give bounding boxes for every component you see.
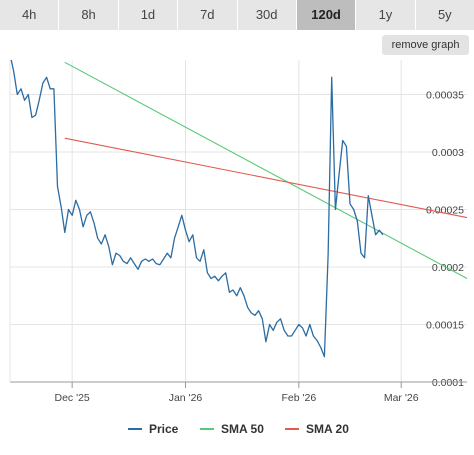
legend-item-sma20[interactable]: SMA 20 (285, 418, 349, 440)
legend-label-sma20: SMA 20 (306, 422, 349, 436)
x-tick-label: Dec '25 (55, 392, 90, 404)
price-chart: 0.00010.000150.00020.000250.00030.00035D… (9, 60, 468, 404)
legend-swatch-sma50 (200, 428, 214, 430)
tab-8h[interactable]: 8h (59, 0, 119, 30)
tab-1y[interactable]: 1y (356, 0, 416, 30)
y-tick-label: 0.00025 (426, 205, 464, 217)
legend-swatch-sma20 (285, 428, 299, 430)
legend-item-price[interactable]: Price (128, 418, 178, 440)
x-tick-label: Feb '26 (281, 392, 316, 404)
tab-7d[interactable]: 7d (178, 0, 238, 30)
y-tick-label: 0.0003 (432, 147, 464, 159)
tab-120d[interactable]: 120d (296, 0, 357, 30)
tab-4h[interactable]: 4h (0, 0, 60, 30)
series-line-price (10, 60, 384, 358)
chart-legend: Price SMA 50 SMA 20 (0, 418, 474, 440)
tab-30d[interactable]: 30d (237, 0, 297, 30)
remove-graph-button[interactable]: remove graph (382, 35, 469, 55)
y-tick-label: 0.0001 (432, 377, 464, 389)
legend-label-price: Price (149, 422, 179, 436)
tab-5y[interactable]: 5y (415, 0, 474, 30)
timeframe-tabs: 4h 8h 1d 7d 30d 120d 1y 5y (0, 0, 474, 30)
x-tick-label: Mar '26 (384, 392, 419, 404)
series-line-sma-50 (64, 61, 468, 279)
x-tick-label: Jan '26 (169, 392, 203, 404)
legend-item-sma50[interactable]: SMA 50 (200, 418, 264, 440)
plot-area (10, 60, 467, 382)
tab-1d[interactable]: 1d (118, 0, 179, 30)
series-line-sma-20 (64, 137, 468, 219)
y-tick-label: 0.00035 (426, 90, 464, 102)
legend-swatch-price (128, 428, 142, 430)
y-tick-label: 0.00015 (426, 320, 464, 332)
legend-label-sma50: SMA 50 (221, 422, 264, 436)
